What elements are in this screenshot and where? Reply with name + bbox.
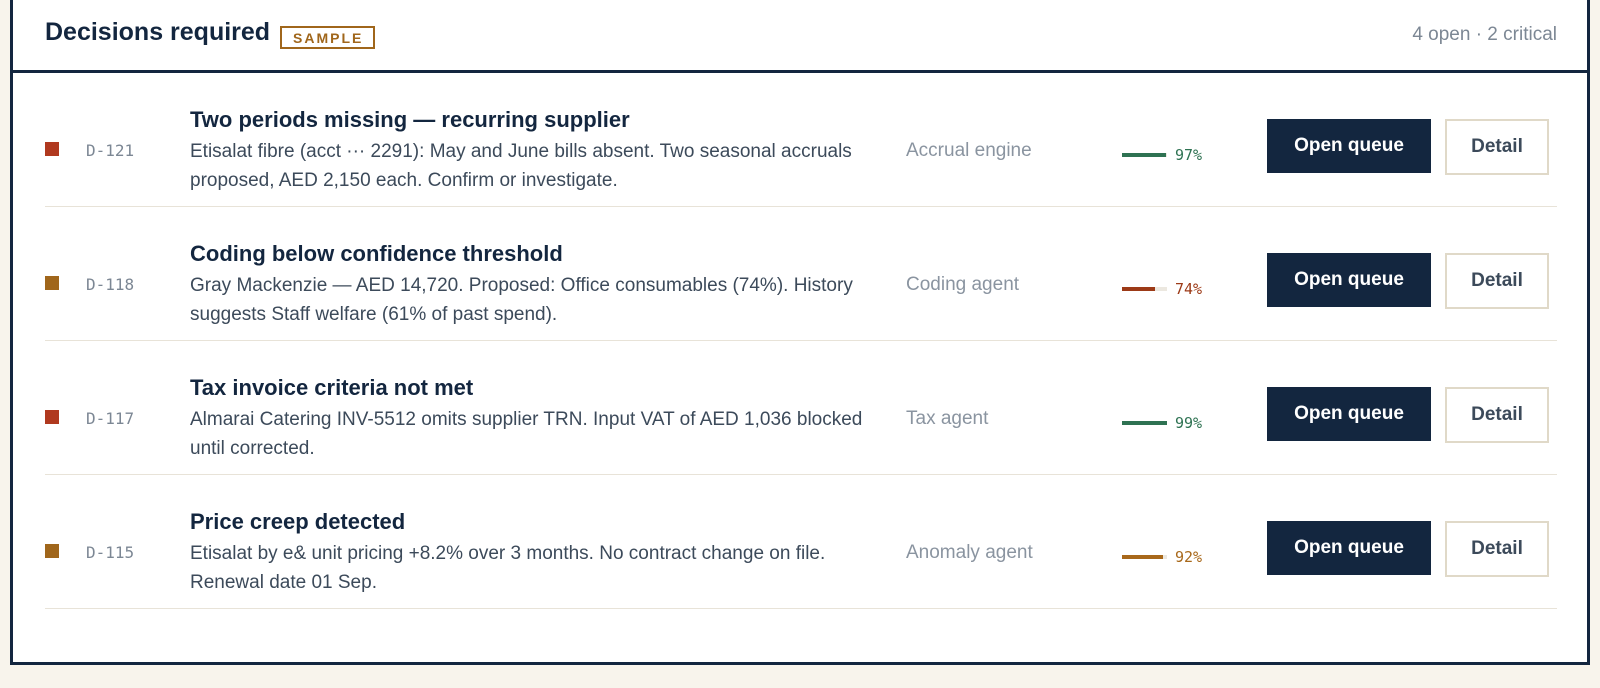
agent-name: Accrual engine bbox=[906, 140, 1032, 161]
severity-marker bbox=[45, 544, 59, 558]
confidence-label: 99% bbox=[1175, 414, 1203, 432]
open-queue-button[interactable]: Open queue bbox=[1267, 387, 1431, 441]
confidence-bar bbox=[1122, 287, 1156, 291]
confidence-track bbox=[1122, 421, 1167, 425]
agent-name: Coding agent bbox=[906, 274, 1020, 295]
open-queue-button[interactable]: Open queue bbox=[1267, 253, 1431, 307]
decision-id: D-121 bbox=[86, 141, 135, 160]
decision-row: D-117 Tax invoice criteria not met Almarai… bbox=[45, 341, 1557, 475]
confidence-track bbox=[1122, 287, 1167, 291]
severity-marker bbox=[45, 142, 59, 156]
summary: 4 open · 2 critical bbox=[1412, 24, 1557, 45]
confidence-bar bbox=[1122, 421, 1167, 425]
card-title: Decisions required bbox=[45, 18, 271, 46]
confidence-track bbox=[1122, 153, 1167, 157]
confidence-label: 74% bbox=[1175, 280, 1203, 298]
confidence-bar bbox=[1122, 153, 1166, 157]
agent-name: Anomaly agent bbox=[906, 542, 1033, 563]
decision-id: D-118 bbox=[86, 275, 135, 294]
sample-badge: SAMPLE bbox=[280, 26, 376, 49]
detail-button[interactable]: Detail bbox=[1445, 253, 1549, 309]
decision-row: D-118 Coding below confidence threshold Gr… bbox=[45, 207, 1557, 341]
decision-row: D-115 Price creep detected Etisalat by e& … bbox=[45, 475, 1557, 609]
decision-body: Gray Mackenzie — AED 14,720. Proposed: O… bbox=[190, 275, 853, 325]
open-queue-button[interactable]: Open queue bbox=[1267, 119, 1431, 173]
decision-id: D-115 bbox=[86, 543, 135, 562]
decision-id: D-117 bbox=[86, 409, 135, 428]
confidence-track bbox=[1122, 555, 1167, 559]
decision-title: Two periods missing — recurring supplier bbox=[190, 107, 630, 132]
open-queue-button[interactable]: Open queue bbox=[1267, 521, 1431, 575]
severity-marker bbox=[45, 276, 59, 290]
decision-row: D-121 Two periods missing — recurring sup… bbox=[45, 73, 1557, 207]
confidence-bar bbox=[1122, 555, 1164, 559]
decision-body: Almarai Catering INV-5512 omits supplier… bbox=[190, 409, 863, 459]
detail-button[interactable]: Detail bbox=[1445, 119, 1549, 175]
decision-title: Coding below confidence threshold bbox=[190, 241, 563, 266]
decision-title: Price creep detected bbox=[190, 509, 406, 534]
severity-marker bbox=[45, 410, 59, 424]
confidence-label: 97% bbox=[1175, 146, 1203, 164]
detail-button[interactable]: Detail bbox=[1445, 387, 1549, 443]
decisions-card: Decisions required SAMPLE 4 open · 2 cri… bbox=[10, 0, 1590, 665]
detail-button[interactable]: Detail bbox=[1445, 521, 1549, 577]
confidence-label: 92% bbox=[1175, 548, 1203, 566]
agent-name: Tax agent bbox=[906, 408, 989, 429]
decision-body: Etisalat by e& unit pricing +8.2% over 3… bbox=[190, 543, 826, 593]
card-header: Decisions required SAMPLE 4 open · 2 cri… bbox=[13, 0, 1587, 73]
decision-title: Tax invoice criteria not met bbox=[190, 375, 474, 400]
decision-body: Etisalat fibre (acct ··· 2291): May and … bbox=[190, 141, 852, 191]
